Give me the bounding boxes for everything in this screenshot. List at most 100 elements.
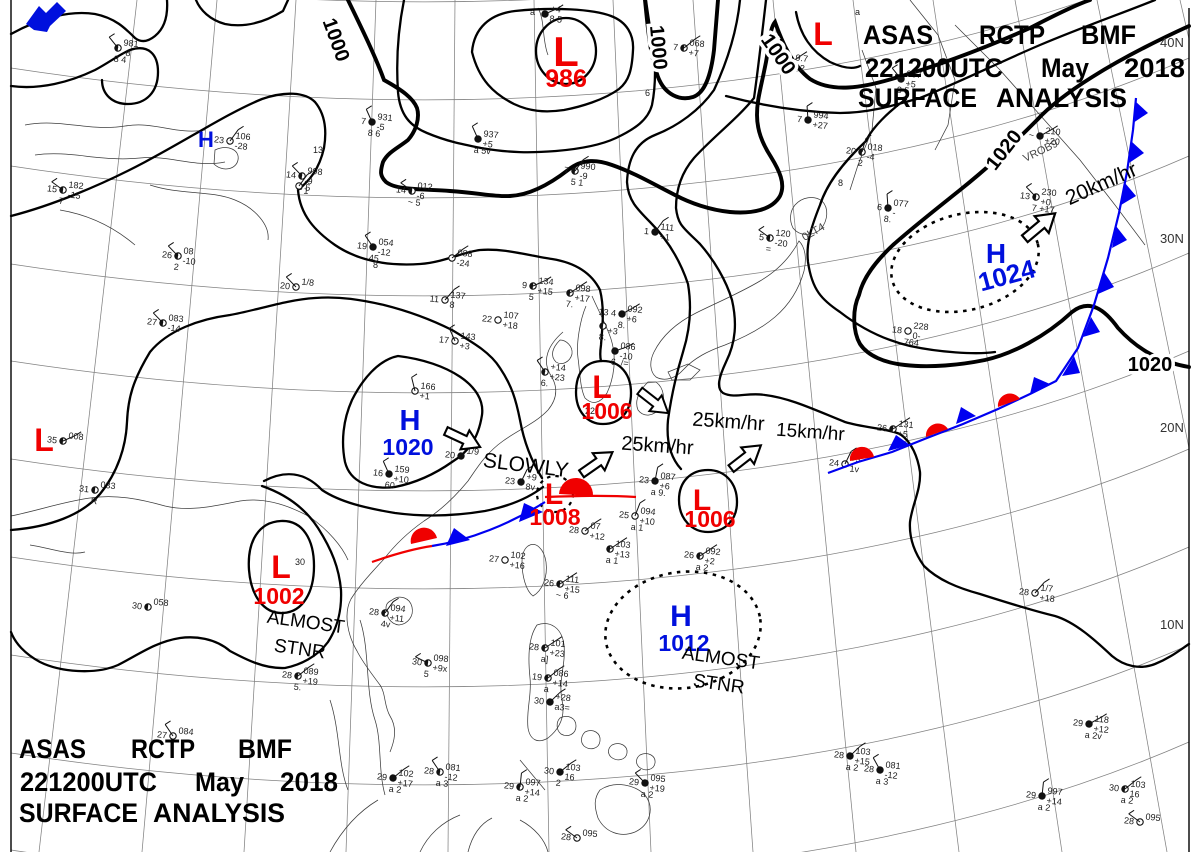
svg-text:937: 937: [906, 69, 922, 81]
svg-text:1006: 1006: [581, 398, 632, 424]
svg-text:9.7: 9.7: [795, 53, 808, 64]
svg-text:7: 7: [58, 196, 64, 206]
svg-text:13: 13: [1020, 190, 1031, 201]
svg-text:2: 2: [857, 158, 863, 168]
svg-text:8: 8: [838, 178, 843, 188]
svg-text:28: 28: [561, 831, 572, 842]
svg-text:8 4: 8 4: [113, 54, 126, 65]
svg-text:1v: 1v: [849, 464, 860, 475]
svg-text:182: 182: [68, 180, 84, 192]
svg-text:228: 228: [913, 321, 929, 333]
svg-text:6: 6: [877, 202, 883, 212]
svg-text:1002: 1002: [253, 583, 304, 609]
svg-text:-24: -24: [456, 258, 470, 269]
svg-text:L: L: [271, 549, 291, 585]
svg-text:ASAS: ASAS: [19, 734, 86, 764]
svg-text:143: 143: [460, 331, 476, 343]
svg-text:098: 098: [575, 283, 591, 295]
svg-text:0-: 0-: [912, 331, 921, 342]
svg-text:H: H: [670, 600, 692, 633]
svg-text:BMF: BMF: [1081, 20, 1136, 50]
svg-text:+6: +6: [626, 314, 637, 325]
svg-text:L: L: [693, 484, 711, 517]
svg-text:26: 26: [684, 549, 695, 560]
svg-text:-6: -6: [416, 191, 425, 202]
svg-text:+23: +23: [549, 372, 565, 384]
svg-text:086: 086: [553, 668, 569, 680]
svg-text:45: 45: [368, 253, 379, 264]
svg-text:a 2: a 2: [1037, 802, 1050, 813]
svg-text:27: 27: [489, 553, 500, 564]
svg-text:081: 081: [885, 760, 901, 772]
svg-text:103: 103: [615, 539, 631, 551]
svg-text:30: 30: [132, 600, 143, 611]
svg-text:997: 997: [1047, 786, 1063, 798]
svg-text:-8: -8: [122, 48, 131, 59]
svg-text:118: 118: [1094, 714, 1109, 725]
svg-text:+12: +12: [1093, 724, 1109, 736]
svg-text:986: 986: [545, 65, 587, 93]
svg-text:30: 30: [412, 656, 423, 667]
svg-text:+17: +17: [574, 293, 590, 305]
svg-text:26: 26: [877, 422, 888, 433]
svg-text:+27: +27: [812, 120, 828, 132]
svg-text:14: 14: [286, 169, 297, 180]
svg-text:+4: +4: [550, 4, 561, 15]
svg-text:L: L: [592, 369, 612, 405]
svg-text:28: 28: [864, 763, 875, 774]
svg-text:1000: 1000: [645, 24, 671, 70]
svg-text:1006: 1006: [684, 506, 735, 532]
svg-text:221200UTC: 221200UTC: [20, 767, 157, 797]
svg-text:088: 088: [457, 248, 473, 260]
svg-text:7: 7: [797, 114, 803, 124]
svg-text:-12: -12: [884, 770, 898, 781]
svg-text:+16: +16: [509, 560, 525, 572]
svg-text:a 2: a 2: [1120, 795, 1133, 806]
svg-text:~ 2: ~ 2: [768, 47, 781, 57]
svg-text:31: 31: [79, 483, 90, 494]
svg-text:-: -: [892, 208, 896, 218]
svg-text:-12: -12: [444, 772, 458, 783]
svg-text:5 1: 5 1: [570, 177, 583, 188]
svg-text:H: H: [400, 405, 421, 437]
svg-text:a 3: a 3: [875, 776, 888, 787]
svg-text:16: 16: [1129, 789, 1140, 800]
svg-text:29: 29: [1026, 789, 1037, 800]
svg-text:098: 098: [433, 653, 449, 665]
svg-text:29: 29: [1073, 717, 1084, 728]
svg-text:20: 20: [445, 449, 456, 460]
svg-text:May: May: [195, 767, 244, 797]
svg-text:+13: +13: [614, 549, 630, 561]
svg-text:107: 107: [503, 310, 519, 322]
svg-text:23: 23: [214, 134, 225, 145]
svg-text:a: a: [855, 7, 860, 17]
svg-text:25km/hr: 25km/hr: [692, 409, 766, 436]
svg-text:+19: +19: [302, 676, 318, 688]
svg-text:097: 097: [525, 777, 541, 789]
svg-text:1/9: 1/9: [466, 446, 479, 457]
svg-text:+15: +15: [564, 584, 580, 596]
svg-text:7: 7: [564, 165, 570, 175]
svg-text:1020: 1020: [1128, 354, 1173, 376]
svg-text:29: 29: [504, 780, 515, 791]
svg-text:106: 106: [235, 131, 251, 143]
svg-text:5: 5: [528, 292, 534, 302]
svg-text:058: 058: [153, 597, 169, 609]
svg-text:095: 095: [1145, 812, 1161, 824]
svg-text:28: 28: [834, 749, 845, 760]
svg-text:60: 60: [384, 480, 395, 491]
svg-text:+2: +2: [704, 556, 715, 567]
svg-text:a 2: a 2: [695, 562, 708, 573]
svg-text:26: 26: [544, 577, 555, 588]
svg-text:094: 094: [390, 603, 406, 615]
svg-text:+14: +14: [550, 362, 566, 374]
svg-text:13 4: 13 4: [598, 307, 616, 319]
svg-text:981: 981: [123, 38, 139, 50]
svg-text:+23: +23: [549, 648, 565, 660]
svg-text:a 5v: a 5v: [473, 145, 491, 157]
svg-text:8 5: 8 5: [297, 182, 310, 193]
svg-text:+3: +3: [607, 326, 618, 337]
svg-text:+18: +18: [502, 320, 518, 332]
svg-text:+18: +18: [1039, 593, 1055, 605]
svg-text:083: 083: [168, 313, 184, 325]
